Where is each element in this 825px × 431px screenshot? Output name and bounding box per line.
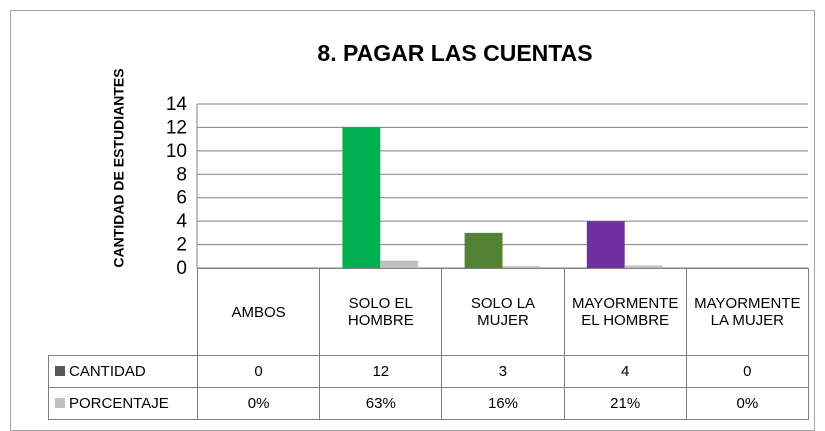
y-axis-label: CANTIDAD DE ESTUDIANTES <box>111 68 127 267</box>
data-label: 12 <box>319 355 443 388</box>
table-row: CANTIDAD 0 12 3 4 0 <box>48 355 809 388</box>
x-tick-label: AMBOS <box>196 268 321 356</box>
data-label: 4 <box>563 355 687 388</box>
legend-entry: PORCENTAJE <box>48 387 198 420</box>
data-label: 16% <box>441 387 565 420</box>
data-label: 3 <box>441 355 565 388</box>
legend-key <box>55 366 65 376</box>
x-tick-label: MAYORMENTE EL HOMBRE <box>563 268 687 356</box>
bar <box>464 232 503 268</box>
data-label: 0% <box>196 387 321 420</box>
x-tick-label: SOLO EL HOMBRE <box>319 268 443 356</box>
data-label: 0 <box>196 355 321 388</box>
table-row: PORCENTAJE 0% 63% 16% 21% 0% <box>48 387 809 420</box>
bar <box>624 265 663 268</box>
table-corner <box>48 268 198 356</box>
y-tick-label: 10 <box>166 141 187 162</box>
y-tick-label: 14 <box>166 94 188 115</box>
legend-label: PORCENTAJE <box>69 395 169 412</box>
bar <box>380 260 419 268</box>
chart-title: 8. PAGAR LAS CUENTAS <box>317 40 592 66</box>
data-label: 0% <box>685 387 809 420</box>
bar <box>502 266 541 268</box>
data-label: 63% <box>319 387 443 420</box>
data-table: AMBOS SOLO EL HOMBRE SOLO LA MUJER MAYORMEN… <box>48 268 809 420</box>
x-tick-label: MAYORMENTE LA MUJER <box>685 268 809 356</box>
y-tick-label: 8 <box>176 164 187 185</box>
data-label: 21% <box>563 387 687 420</box>
bar <box>586 221 625 268</box>
y-tick-label: 12 <box>166 117 187 138</box>
bar <box>342 127 381 268</box>
data-label: 0 <box>685 355 809 388</box>
y-tick-label: 2 <box>176 235 187 256</box>
y-tick-label: 4 <box>176 211 187 232</box>
table-header-row: AMBOS SOLO EL HOMBRE SOLO LA MUJER MAYORMEN… <box>48 268 809 356</box>
legend-label: CANTIDAD <box>69 363 146 380</box>
x-tick-label: SOLO LA MUJER <box>441 268 565 356</box>
y-tick-label: 6 <box>176 188 187 209</box>
legend-entry: CANTIDAD <box>48 355 198 388</box>
legend-key <box>55 398 65 408</box>
